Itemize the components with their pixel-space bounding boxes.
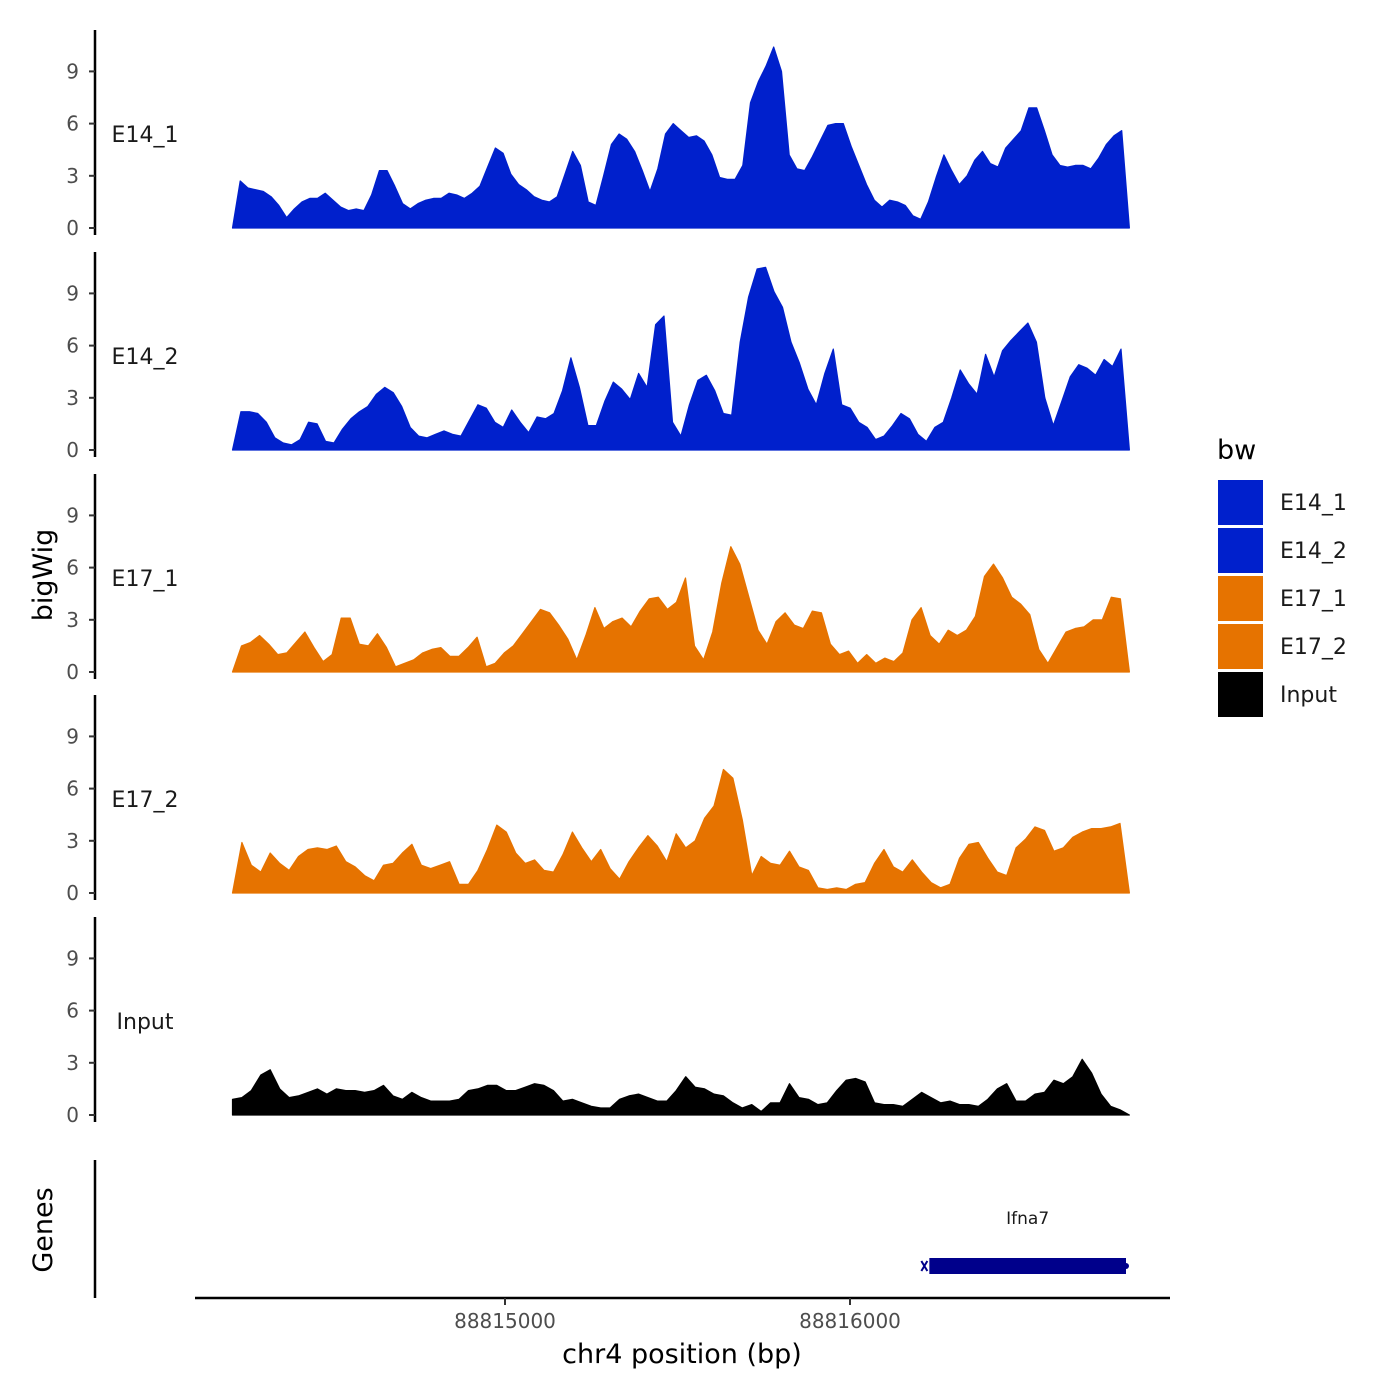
y-tick-label: 6 [66,112,79,136]
legend-items: E14_1 E14_2 E17_1 E17_2 Input [1218,480,1347,717]
legend-title: bw [1217,435,1256,466]
panel-e17_1: 0 3 6 9 E17_1 [66,474,1130,684]
track-label: Input [117,1010,174,1035]
legend-label: E14_1 [1280,491,1347,516]
coverage-area-e14_1 [231,46,1130,229]
y-tick-label: 3 [66,386,79,410]
y-tick-label: 3 [66,829,79,853]
legend-swatch-e14_1 [1218,480,1263,525]
y-tick-label: 6 [66,777,79,801]
y-tick-label: 9 [66,59,79,83]
y-tick-label: 0 [66,1103,79,1127]
gene-features: Ifna7 [920,1209,1129,1274]
gene-end-marker [1123,1263,1129,1269]
y-tick-label: 6 [66,999,79,1023]
y-tick-label: 0 [66,438,79,462]
y-tick-label: 6 [66,556,79,580]
genes-track-title: Genes [28,1187,59,1272]
y-tick-label: 9 [66,724,79,748]
y-axis-title: bigWig [28,529,59,622]
legend-label: E17_2 [1280,635,1347,660]
x-ticks: 88815000 88816000 [454,1298,901,1333]
track-label: E14_2 [112,345,179,370]
y-tick-label: 9 [66,281,79,305]
legend-swatch-e17_1 [1218,576,1263,621]
x-axis: 88815000 88816000 chr4 position (bp) [195,1296,1170,1370]
y-tick-label: 0 [66,660,79,684]
panel-input: 0 3 6 9 Input [66,917,1130,1127]
x-tick-label: 88815000 [454,1309,556,1333]
gene-body-ifna7 [929,1258,1126,1274]
y-tick-label: 0 [66,216,79,240]
panel-e14_1: 0 3 6 9 E14_1 [66,30,1130,240]
track-label: E14_1 [112,123,179,148]
legend-swatch-input [1218,672,1263,717]
legend-label: E17_1 [1280,587,1347,612]
coverage-area-e17_1 [231,546,1130,673]
coverage-area-e17_2 [231,768,1130,894]
panel-e17_2: 0 3 6 9 E17_2 [66,695,1130,905]
coverage-area-e14_2 [231,266,1130,451]
coverage-area-input [231,1058,1130,1116]
y-tick-label: 3 [66,164,79,188]
x-axis-title: chr4 position (bp) [562,1339,802,1370]
track-label: E17_2 [112,788,179,813]
gene-label: Ifna7 [1006,1209,1049,1229]
y-tick-label: 9 [66,946,79,970]
gene-strand-arrow-icon [920,1260,929,1272]
y-tick-label: 6 [66,334,79,358]
legend-swatch-e17_2 [1218,624,1263,669]
y-tick-label: 0 [66,881,79,905]
legend-swatch-e14_2 [1218,528,1263,573]
legend: bw E14_1 E14_2 E17_1 E17_2 Input [1217,435,1347,717]
legend-label: E14_2 [1280,539,1347,564]
y-tick-label: 9 [66,503,79,527]
y-tick-label: 3 [66,1051,79,1075]
y-tick-label: 3 [66,608,79,632]
legend-label: Input [1280,683,1337,708]
track-label: E17_1 [112,567,179,592]
x-tick-label: 88816000 [799,1309,901,1333]
panel-e14_2: 0 3 6 9 E14_2 [66,252,1130,462]
genes-track: Genes Ifna7 [28,1160,1129,1298]
coverage-panels: 0 3 6 9 E14_1 0 3 6 9 E14_2 0 3 6 9 E17_1 0 3 6 9 E17_2 0 3 6 9… [66,30,1130,1127]
